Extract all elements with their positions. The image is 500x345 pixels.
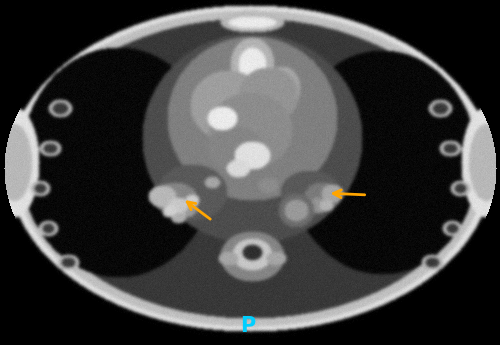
Text: P: P <box>240 316 255 336</box>
